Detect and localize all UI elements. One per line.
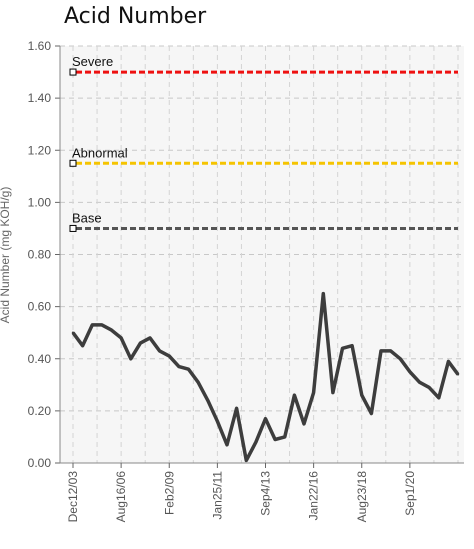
data-point xyxy=(216,420,219,423)
threshold-marker xyxy=(69,159,77,167)
data-point xyxy=(245,459,248,462)
threshold-layer: Severe Abnormal Base xyxy=(69,54,458,232)
data-point xyxy=(91,323,94,327)
data-point xyxy=(148,336,152,340)
data-point xyxy=(196,381,200,384)
data-point xyxy=(379,349,383,353)
data-point xyxy=(360,394,363,397)
data-point xyxy=(283,435,286,439)
data-point xyxy=(100,323,104,327)
data-point xyxy=(418,381,421,384)
y-tick-label: 0.20 xyxy=(28,404,52,418)
data-point xyxy=(71,331,75,334)
data-point xyxy=(302,422,306,426)
x-tick-label: Aug23/18 xyxy=(355,471,369,523)
y-tick-label: 0.40 xyxy=(28,352,52,366)
data-point xyxy=(254,440,258,444)
data-point xyxy=(456,373,460,376)
y-tick-label: 0.60 xyxy=(28,300,52,314)
data-point xyxy=(350,344,354,347)
threshold-label: Abnormal xyxy=(72,145,128,160)
x-tick-label: Feb2/09 xyxy=(162,471,176,515)
data-point xyxy=(273,438,277,441)
data-point xyxy=(225,443,229,446)
x-tick-label: Sep4/13 xyxy=(259,471,273,516)
data-point xyxy=(139,341,142,345)
data-point xyxy=(370,412,373,415)
data-point xyxy=(110,328,113,332)
data-point xyxy=(129,357,132,360)
y-tick-label: 0.00 xyxy=(28,456,52,470)
axis-layer: 0.00 0.20 0.40 0.60 0.80 1.00 1.20 1.40 1.60 Dec1… xyxy=(28,39,464,522)
data-point xyxy=(206,399,209,402)
y-tick-label: 1.60 xyxy=(28,39,52,53)
data-point xyxy=(437,396,440,400)
data-point xyxy=(264,417,267,420)
data-point xyxy=(427,386,431,389)
data-point xyxy=(293,394,296,397)
data-point xyxy=(341,347,344,350)
data-point xyxy=(408,370,412,373)
x-tick-label: Jan22/16 xyxy=(307,471,321,521)
threshold-marker xyxy=(69,68,77,76)
data-point xyxy=(187,367,190,371)
data-point xyxy=(331,391,335,394)
x-tick-label: Dec12/03 xyxy=(66,471,80,523)
data-point xyxy=(389,349,392,353)
threshold-label: Severe xyxy=(72,54,113,69)
data-point xyxy=(81,344,84,347)
y-axis-label: Acid Number (mg KOH/g) xyxy=(0,187,12,324)
data-point xyxy=(119,336,123,340)
x-tick-label: Sep1/20 xyxy=(403,471,417,516)
data-point xyxy=(312,391,315,394)
x-tick-label: Aug16/06 xyxy=(114,471,128,523)
data-point xyxy=(158,349,161,353)
threshold-marker xyxy=(69,224,77,232)
x-tick-label: Jan25/11 xyxy=(210,471,224,520)
y-tick-label: 1.00 xyxy=(28,195,52,209)
data-point xyxy=(447,360,450,363)
y-tick-label: 0.80 xyxy=(28,248,52,262)
chart-title: Acid Number xyxy=(64,4,207,29)
y-tick-label: 1.40 xyxy=(28,91,52,105)
data-point xyxy=(235,407,238,410)
threshold-label: Base xyxy=(72,210,102,225)
grid-layer xyxy=(60,45,464,463)
data-point xyxy=(322,292,325,295)
data-point xyxy=(177,365,181,368)
series-layer xyxy=(71,291,460,463)
data-point xyxy=(168,354,171,358)
y-tick-label: 1.20 xyxy=(28,143,52,157)
data-point xyxy=(399,357,402,360)
